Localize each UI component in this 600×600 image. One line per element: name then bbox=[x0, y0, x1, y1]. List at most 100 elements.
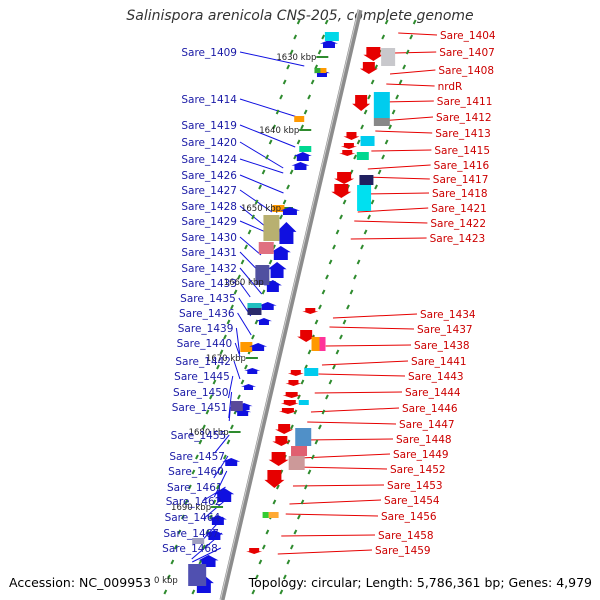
feature-box-forward bbox=[247, 303, 262, 308]
tick-mark bbox=[297, 394, 301, 400]
tick-mark bbox=[342, 319, 347, 325]
feature-arrow-reverse bbox=[363, 47, 384, 61]
tick-mark bbox=[205, 529, 210, 535]
leader-line-left bbox=[239, 98, 298, 118]
tick-mark bbox=[258, 184, 262, 190]
feature-box-forward bbox=[272, 205, 285, 212]
feature-arrow-forward bbox=[255, 318, 272, 325]
tick-mark bbox=[363, 229, 368, 235]
gene-label-left: Sare_1445 bbox=[174, 371, 230, 383]
tick-mark bbox=[339, 334, 343, 340]
kbp-label: 1660 kbp bbox=[224, 278, 264, 288]
tick-mark bbox=[170, 559, 175, 565]
tick-mark bbox=[282, 79, 287, 85]
leader-line-right bbox=[332, 313, 418, 319]
feature-box-reverse bbox=[359, 175, 374, 185]
feature-arrow-forward bbox=[205, 530, 224, 540]
gene-label-right: Sare_1418 bbox=[432, 188, 488, 200]
feature-arrow-reverse bbox=[334, 172, 355, 184]
feature-arrow-reverse bbox=[343, 132, 360, 140]
feature-box-forward bbox=[188, 564, 207, 586]
tick-mark bbox=[377, 169, 382, 175]
tick-mark bbox=[195, 454, 199, 460]
tick-mark bbox=[251, 334, 255, 340]
gene-label-left: Sare_1426 bbox=[181, 170, 237, 182]
leader-line-right bbox=[398, 32, 438, 36]
tick-mark bbox=[314, 439, 319, 445]
leader-line-left bbox=[237, 312, 252, 336]
tick-mark bbox=[208, 514, 213, 520]
tick-mark bbox=[307, 94, 312, 100]
gene-label-left: Sare_1457 bbox=[169, 451, 225, 463]
gene-label-left: Sare_1419 bbox=[181, 120, 237, 132]
leader-line-left bbox=[228, 391, 233, 419]
tick-mark bbox=[346, 304, 350, 310]
leader-line-left bbox=[239, 174, 284, 194]
gene-label-right: Sare_1412 bbox=[436, 112, 492, 124]
tick-mark bbox=[290, 424, 294, 430]
kbp-label: 0 kbp bbox=[154, 576, 178, 586]
gene-label-left: Sare_1431 bbox=[181, 247, 237, 259]
tick-mark bbox=[374, 184, 378, 190]
tick-mark bbox=[293, 409, 298, 415]
feature-arrow-reverse bbox=[339, 150, 356, 156]
feature-box-forward bbox=[230, 401, 243, 411]
tick-mark bbox=[177, 529, 182, 535]
feature-box-forward bbox=[192, 538, 205, 544]
accession-text: Accession: NC_009953 bbox=[9, 575, 152, 590]
tick-mark bbox=[296, 514, 301, 520]
tick-mark bbox=[412, 19, 417, 25]
feature-box-reverse bbox=[268, 512, 279, 518]
feature-arrow-forward bbox=[320, 40, 338, 48]
leader-line-right bbox=[350, 237, 427, 240]
leader-line-left bbox=[227, 375, 234, 399]
tick-mark bbox=[166, 574, 171, 580]
feature-arrow-forward bbox=[208, 515, 227, 525]
tick-mark bbox=[367, 94, 372, 100]
feature-arrow-reverse bbox=[302, 308, 319, 314]
tick-mark bbox=[265, 529, 270, 535]
gene-label-left: Sare_1428 bbox=[181, 201, 237, 213]
tick-mark bbox=[282, 199, 287, 205]
feature-arrow-reverse bbox=[287, 370, 304, 376]
tick-mark bbox=[226, 439, 231, 445]
tick-mark bbox=[233, 289, 238, 295]
tick-mark bbox=[321, 34, 326, 40]
tick-mark bbox=[367, 214, 371, 220]
tick-mark bbox=[202, 424, 206, 430]
leader-line-left bbox=[239, 51, 305, 67]
tick-mark bbox=[237, 394, 241, 400]
feature-box-forward bbox=[258, 242, 274, 254]
feature-box-reverse bbox=[360, 136, 375, 146]
gene-label-right: Sare_1411 bbox=[437, 96, 493, 108]
genome-backbone-highlight bbox=[220, 9, 360, 600]
gene-label-right: Sare_1452 bbox=[390, 464, 446, 476]
tick-mark bbox=[230, 304, 234, 310]
feature-arrow-forward bbox=[258, 302, 277, 310]
tick-mark bbox=[381, 34, 386, 40]
feature-arrow-reverse bbox=[280, 400, 299, 406]
leader-line-right bbox=[318, 373, 406, 377]
tick-mark bbox=[353, 274, 357, 280]
leader-line-right bbox=[289, 499, 382, 505]
tick-mark bbox=[370, 199, 375, 205]
tick-mark bbox=[339, 214, 343, 220]
feature-arrow-reverse bbox=[352, 95, 371, 111]
feature-arrow-forward bbox=[244, 368, 261, 374]
topology-text: Topology: circular; Length: 5,786,361 bp… bbox=[248, 575, 592, 590]
gene-label-right: Sare_1417 bbox=[433, 174, 489, 186]
feature-box-reverse bbox=[298, 400, 309, 405]
feature-arrow-forward bbox=[276, 222, 297, 244]
feature-arrow-reverse bbox=[282, 392, 301, 398]
tick-mark bbox=[191, 469, 196, 475]
tick-mark bbox=[268, 139, 273, 145]
feature-box-forward bbox=[314, 68, 321, 73]
kbp-label: 1640 kbp bbox=[259, 126, 299, 136]
leader-line-right bbox=[364, 176, 430, 180]
tick-mark bbox=[261, 289, 266, 295]
tick-mark bbox=[244, 364, 248, 370]
tick-mark bbox=[275, 109, 280, 115]
gene-label-left: Sare_1439 bbox=[178, 323, 234, 335]
leader-line-right bbox=[277, 549, 373, 555]
genome-backbone bbox=[219, 9, 363, 600]
